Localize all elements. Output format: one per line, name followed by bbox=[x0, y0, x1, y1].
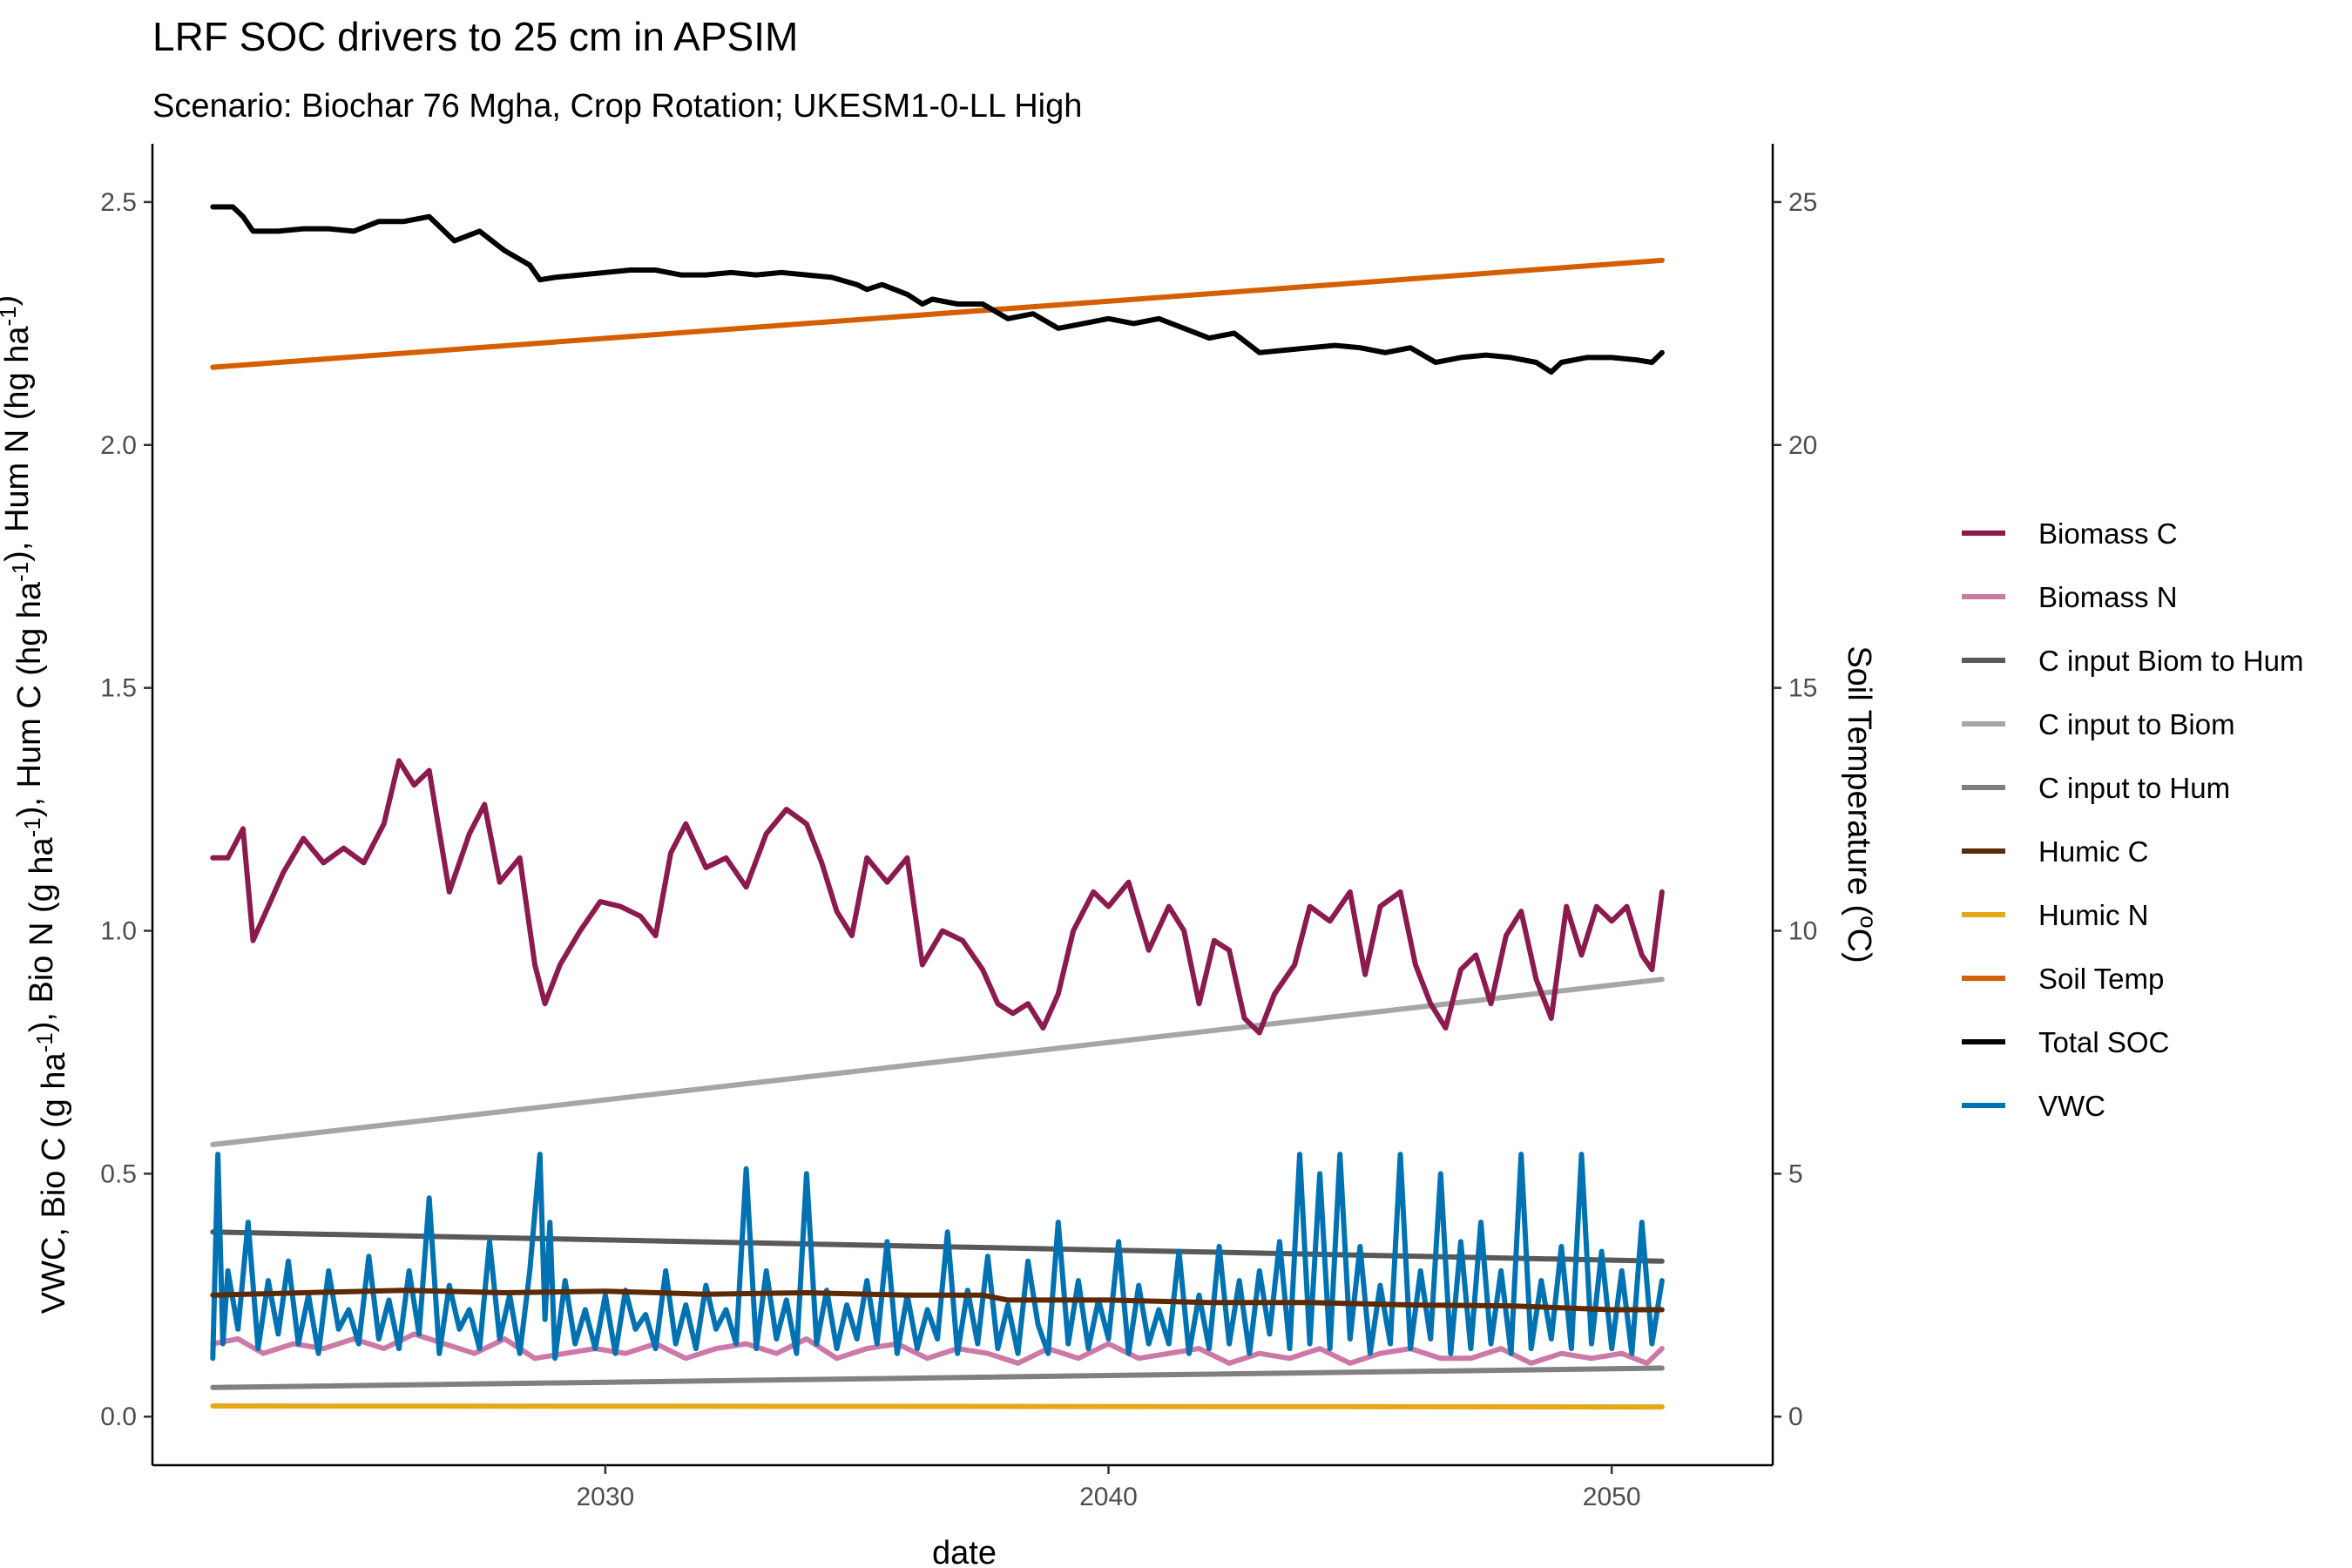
y-axis-left-title-part: ) bbox=[0, 295, 24, 307]
y-left-tick-label: 2.0 bbox=[100, 431, 137, 460]
y-right-tick-label: 5 bbox=[1788, 1159, 1803, 1188]
series-line-vwc bbox=[210, 1152, 1665, 1362]
series-line-total-soc bbox=[210, 204, 1665, 375]
legend-label-humic-n: Humic N bbox=[2038, 899, 2149, 931]
y-left-tick-label: 2.5 bbox=[100, 188, 137, 217]
y-right-tick-label: 20 bbox=[1788, 431, 1817, 460]
y-right-tick-label: 15 bbox=[1788, 674, 1817, 703]
y-axis-left-title-superscript: -1 bbox=[7, 562, 33, 582]
y-axis-left-title-superscript: -1 bbox=[0, 306, 21, 326]
x-axis-title: date bbox=[932, 1535, 997, 1568]
legend: Biomass C Biomass N C input Biom to Hum C i… bbox=[1962, 517, 2303, 1122]
x-tick-label: 2040 bbox=[1079, 1483, 1138, 1511]
y-axis-left-title-part: ), Hum C (hg ha bbox=[11, 581, 48, 817]
y-axis-right-title-text: Soil Temperature (oC) bbox=[1841, 645, 1882, 963]
series-line-c-input-to-hum bbox=[210, 1365, 1665, 1390]
legend-label-c-input-to-biom: C input to Biom bbox=[2038, 708, 2235, 740]
y-right-tick-label: 25 bbox=[1788, 188, 1817, 217]
legend-label-vwc: VWC bbox=[2038, 1090, 2105, 1122]
series-line-humic-c bbox=[210, 1288, 1665, 1313]
y-axis-right-title-superscript: o bbox=[1855, 916, 1882, 928]
y-axis-left-title-superscript: -1 bbox=[31, 1032, 57, 1052]
series-line-humic-n bbox=[210, 1403, 1665, 1410]
y-axis-right-title-part: Soil Temperature ( bbox=[1841, 645, 1877, 916]
y-axis-right-title: Soil Temperature (oC) bbox=[1841, 645, 1882, 963]
y-left-tick-label: 0.0 bbox=[100, 1402, 137, 1431]
y-right-tick-label: 10 bbox=[1788, 917, 1817, 946]
legend-label-total-soc: Total SOC bbox=[2038, 1026, 2169, 1058]
legend-label-biomass-n: Biomass N bbox=[2038, 581, 2178, 613]
y-axis-left-title-part: ), Bio N (g ha bbox=[24, 837, 60, 1033]
series-line-c-input-to-biom bbox=[210, 977, 1665, 1147]
y-axis-left-title-part: ), Hum N (hg ha bbox=[0, 326, 36, 562]
axes: 0.0 0.5 1.0 1.5 2.0 2.5 0 5 10 15 20 25 2030 2040 2050 bbox=[100, 144, 1817, 1511]
legend-label-c-input-biom-to-hum: C input Biom to Hum bbox=[2038, 645, 2303, 677]
series-line-c-input-biom-to-hum bbox=[210, 1229, 1665, 1264]
series-line-biomass-n bbox=[210, 1331, 1665, 1366]
series-line-biomass-c bbox=[210, 758, 1665, 1036]
legend-label-humic-c: Humic C bbox=[2038, 835, 2149, 868]
legend-label-soil-temp: Soil Temp bbox=[2038, 963, 2164, 995]
legend-label-c-input-to-hum: C input to Hum bbox=[2038, 772, 2230, 804]
y-left-tick-label: 1.5 bbox=[100, 674, 137, 703]
chart-title: LRF SOC drivers to 25 cm in APSIM bbox=[152, 14, 798, 59]
chart-subtitle: Scenario: Biochar 76 Mgha, Crop Rotation… bbox=[152, 88, 1082, 125]
y-axis-left-title: VWC, Bio C (g ha-1), Bio N (g ha-1), Hum… bbox=[0, 295, 72, 1315]
y-axis-left-title-superscript: -1 bbox=[19, 817, 45, 837]
plot-area bbox=[210, 204, 1665, 1410]
legend-label-biomass-c: Biomass C bbox=[2038, 517, 2178, 550]
y-left-tick-label: 0.5 bbox=[100, 1159, 137, 1188]
y-axis-right-title-part: C) bbox=[1841, 929, 1877, 963]
series-line-soil-temp bbox=[210, 257, 1665, 370]
y-axis-left-title-text: VWC, Bio C (g ha-1), Bio N (g ha-1), Hum… bbox=[0, 295, 72, 1315]
x-tick-label: 2050 bbox=[1583, 1483, 1641, 1511]
y-right-tick-label: 0 bbox=[1788, 1402, 1803, 1431]
y-left-tick-label: 1.0 bbox=[100, 917, 137, 946]
x-tick-label: 2030 bbox=[577, 1483, 635, 1511]
y-axis-left-title-part: VWC, Bio C (g ha bbox=[36, 1052, 72, 1315]
